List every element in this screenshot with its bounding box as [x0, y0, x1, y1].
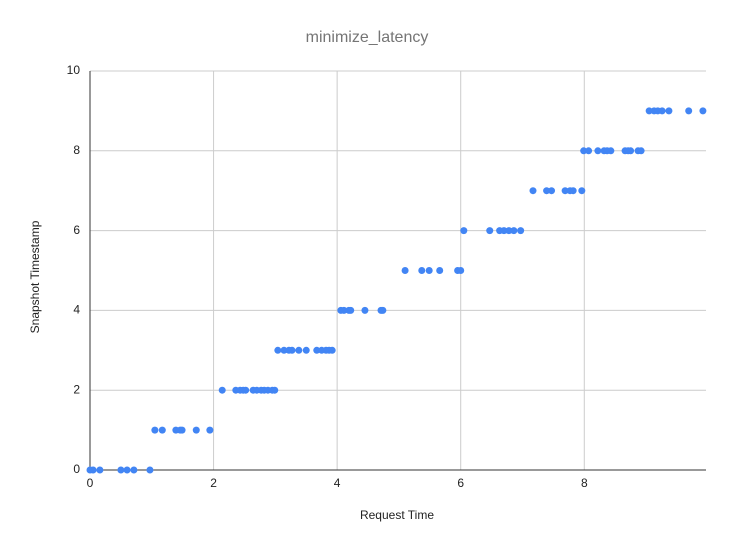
point [274, 346, 282, 354]
y-tick-label: 4 [73, 303, 80, 317]
point [96, 466, 104, 474]
x-tick-label: 8 [581, 476, 588, 490]
point [146, 466, 154, 474]
point [151, 426, 159, 434]
point [242, 386, 250, 394]
point [288, 346, 296, 354]
point [340, 306, 348, 314]
point [302, 346, 310, 354]
point [585, 147, 593, 155]
y-tick-label: 10 [67, 63, 81, 77]
point [123, 466, 131, 474]
x-axis-label: Request Time [360, 508, 434, 522]
point [645, 107, 653, 115]
point [328, 346, 336, 354]
point [436, 267, 444, 274]
point [665, 107, 673, 115]
point [580, 147, 588, 155]
point [271, 386, 279, 394]
y-axis-label: Snapshot Timestamp [28, 220, 42, 333]
point [460, 227, 468, 235]
point [218, 386, 226, 394]
y-tick-label: 6 [73, 223, 80, 237]
point [658, 107, 666, 115]
point [117, 466, 125, 474]
x-tick-label: 2 [210, 476, 217, 490]
y-tick-label: 2 [73, 382, 80, 396]
point [594, 147, 602, 155]
point [192, 426, 200, 434]
point [517, 227, 525, 235]
x-tick-label: 4 [334, 476, 341, 490]
point [627, 147, 635, 155]
chart-title: minimize_latency [306, 29, 429, 46]
point [637, 147, 645, 155]
point [280, 346, 288, 354]
y-tick-label: 8 [73, 143, 80, 157]
point [510, 227, 518, 235]
point [529, 187, 537, 195]
point [130, 466, 138, 474]
y-tick-label: 0 [73, 462, 80, 476]
x-tick-label: 6 [457, 476, 464, 490]
point [486, 227, 494, 235]
point [543, 187, 551, 195]
point [685, 107, 693, 115]
point [500, 227, 508, 235]
point [295, 346, 303, 354]
point [418, 267, 426, 274]
point [89, 466, 97, 474]
point [607, 147, 615, 155]
point [569, 187, 577, 195]
point [313, 346, 321, 354]
point [578, 187, 586, 195]
point [361, 306, 369, 314]
point [178, 426, 186, 434]
point [158, 426, 166, 434]
point [347, 306, 355, 314]
point [699, 107, 707, 115]
point [401, 267, 409, 274]
point [457, 267, 465, 274]
point [206, 426, 214, 434]
point [561, 187, 569, 195]
point [505, 227, 513, 235]
x-tick-label: 0 [87, 476, 94, 490]
point [548, 187, 556, 195]
point [379, 306, 387, 314]
point [425, 267, 433, 274]
